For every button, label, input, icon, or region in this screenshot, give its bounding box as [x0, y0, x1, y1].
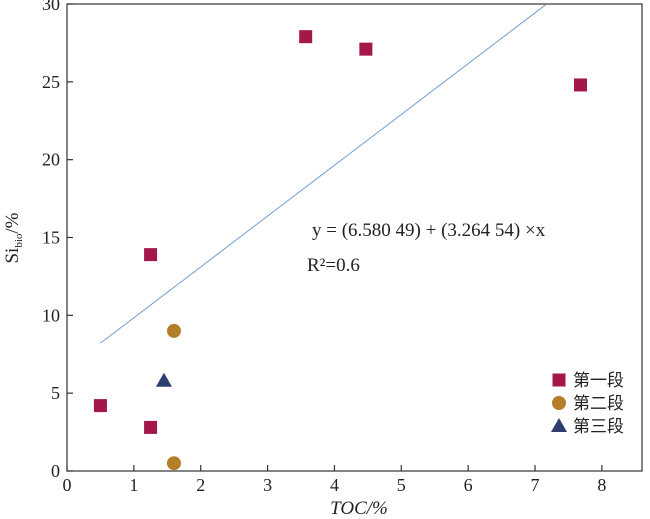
data-point-circle — [166, 456, 181, 471]
y-tick-label: 5 — [51, 383, 60, 403]
fit-line — [100, 3, 547, 344]
legend-label: 第二段 — [573, 394, 624, 414]
y-tick-label: 30 — [42, 0, 60, 14]
data-point-square — [144, 420, 158, 434]
y-tick-label: 15 — [42, 228, 60, 248]
data-point-square — [299, 30, 313, 44]
y-tick-label: 25 — [42, 72, 60, 92]
y-axis-title: Sibio/% — [2, 212, 25, 263]
y-tick-label: 20 — [42, 150, 60, 170]
y-tick-label: 10 — [42, 305, 60, 325]
x-tick-label: 6 — [464, 475, 473, 495]
x-tick-label: 7 — [531, 475, 540, 495]
x-tick-label: 0 — [63, 475, 72, 495]
legend-marker-triangle — [551, 418, 567, 432]
legend-marker-circle — [552, 396, 566, 410]
svg-text:Sibio/%: Sibio/% — [2, 212, 25, 263]
x-tick-label: 1 — [129, 475, 138, 495]
y-axis-title-sub: bio — [13, 233, 25, 248]
data-point-square — [144, 248, 158, 262]
y-axis-title-unit: /% — [2, 212, 23, 233]
r-squared-label: R²=0.6 — [307, 255, 360, 276]
x-tick-label: 3 — [263, 475, 272, 495]
y-axis-title-main: Si — [2, 248, 23, 264]
fit-line-group — [100, 3, 547, 344]
data-points — [93, 30, 587, 471]
data-point-triangle — [155, 372, 172, 387]
legend-label: 第三段 — [573, 417, 624, 437]
data-point-square — [573, 78, 587, 92]
ticks: 0 1 2 3 4 5 6 7 8 0 5 10 15 20 25 30 — [42, 0, 606, 495]
x-tick-label: 8 — [597, 475, 606, 495]
x-tick-label: 2 — [196, 475, 205, 495]
data-point-square — [93, 399, 107, 413]
data-point-square — [359, 42, 373, 56]
x-tick-label: 5 — [397, 475, 406, 495]
x-tick-label: 4 — [330, 475, 339, 495]
regression-equation: y = (6.580 49) + (3.264 54) ×x — [312, 220, 546, 241]
legend-label: 第一段 — [573, 371, 624, 391]
y-tick-label: 0 — [51, 461, 60, 481]
data-point-circle — [166, 323, 181, 338]
x-axis-title: TOC/% — [330, 498, 388, 519]
legend-marker-square — [552, 373, 566, 387]
